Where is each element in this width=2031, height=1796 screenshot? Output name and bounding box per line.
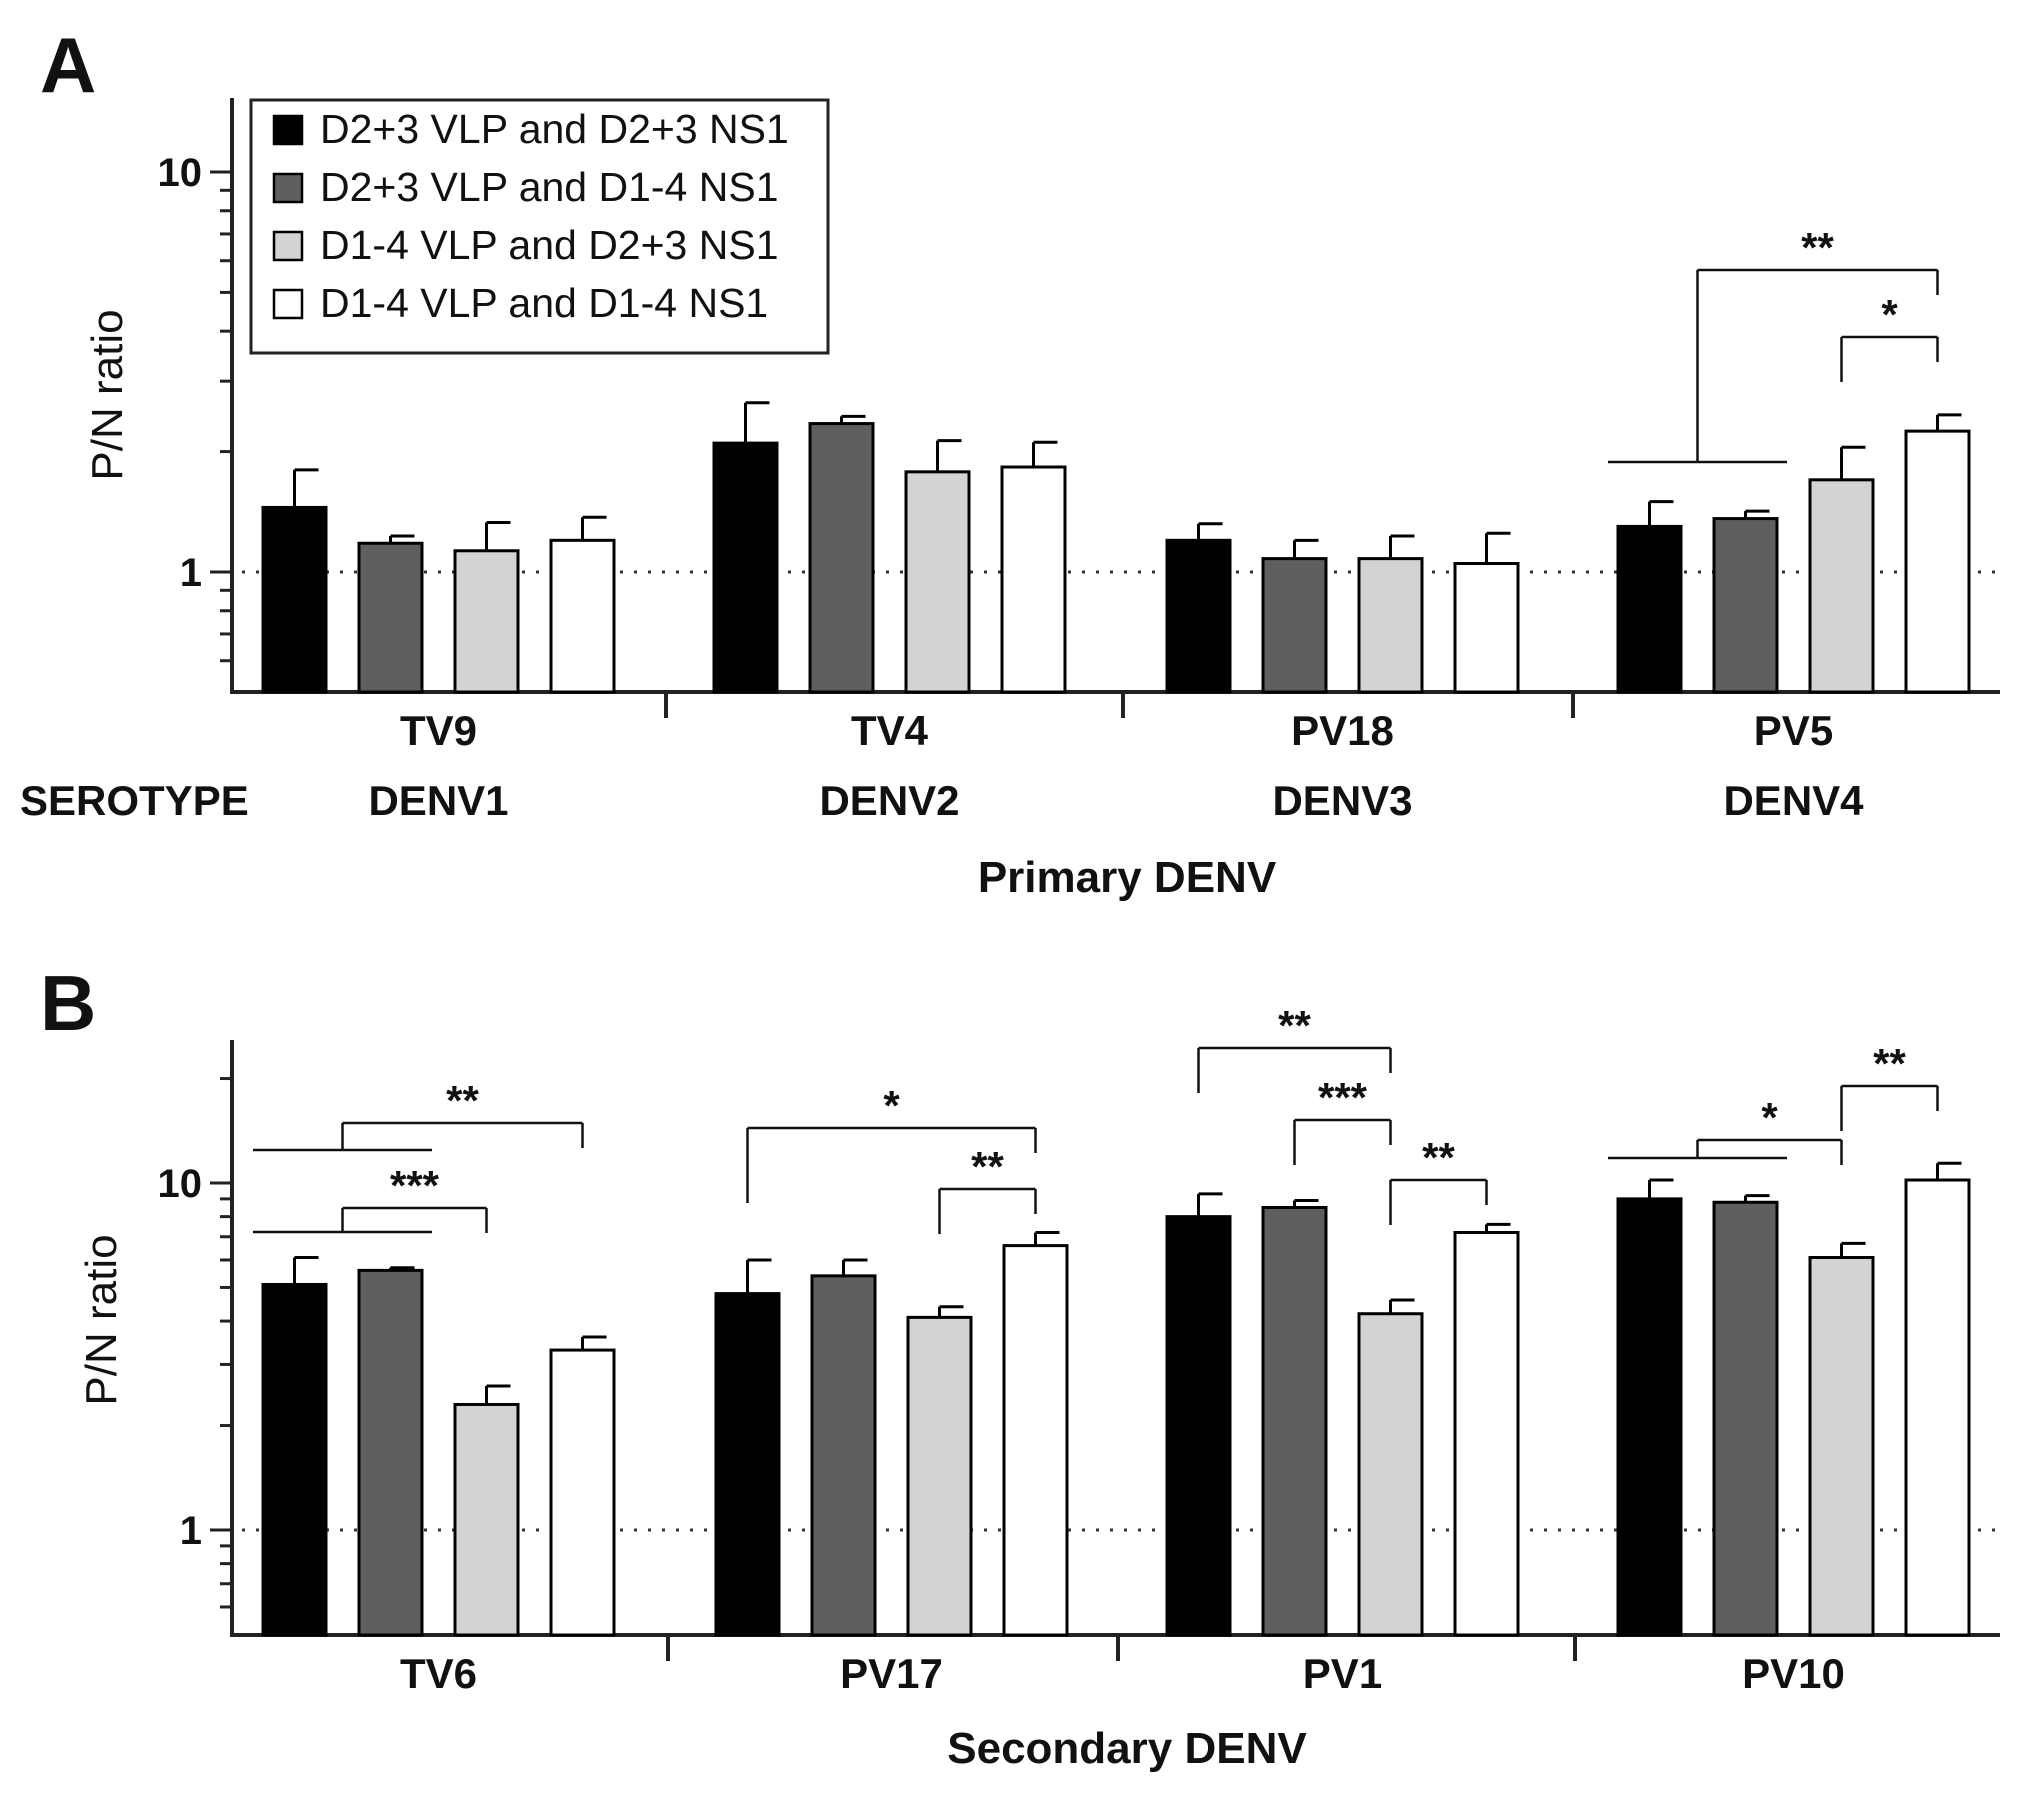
- significance-label: **: [1278, 1002, 1311, 1049]
- bar: [1357, 1312, 1424, 1637]
- bar: [1165, 1215, 1232, 1637]
- significance-label: **: [446, 1077, 479, 1124]
- bar: [1000, 465, 1067, 694]
- significance-label: *: [1761, 1094, 1778, 1141]
- legend-label: D2+3 VLP and D2+3 NS1: [320, 106, 789, 152]
- bar: [1357, 557, 1424, 694]
- bar: [1712, 517, 1779, 694]
- legend-swatch: [272, 288, 304, 320]
- panel-b: B 10 1 P/N ratio TV6 PV17 PV1 PV10 Secondary DEN…: [40, 959, 2000, 1773]
- bar: [1616, 1197, 1683, 1637]
- bar: [1904, 429, 1971, 694]
- x-axis-label: Primary DENV: [978, 853, 1277, 902]
- bar: [261, 505, 328, 694]
- bar: [1904, 1178, 1971, 1637]
- significance-label: **: [1801, 224, 1834, 271]
- bar: [714, 1292, 781, 1637]
- bar: [808, 422, 875, 694]
- x-category-label: PV1: [1303, 1650, 1382, 1697]
- legend: D2+3 VLP and D2+3 NS1 D2+3 VLP and D1-4 N…: [249, 98, 830, 355]
- panel-letter: B: [40, 959, 96, 1047]
- bar: [906, 1315, 973, 1637]
- x-category-label: PV5: [1754, 707, 1833, 754]
- bar: [1712, 1200, 1779, 1637]
- bar: [453, 549, 520, 694]
- x-category-label: PV17: [840, 1650, 943, 1697]
- significance-label: **: [1422, 1134, 1455, 1181]
- legend-label: D1-4 VLP and D2+3 NS1: [320, 222, 779, 268]
- bar: [549, 538, 616, 694]
- panel-a: A 10 1 P/N ratio TV9 DENV1 TV4 DENV2 PV18 DENV3 PV…: [20, 21, 2000, 902]
- x-axis-label: Secondary DENV: [947, 1724, 1307, 1773]
- bar: [453, 1402, 520, 1637]
- legend-label: D1-4 VLP and D1-4 NS1: [320, 280, 768, 326]
- bar: [1261, 1205, 1328, 1637]
- serotype-row-label: SEROTYPE: [20, 777, 249, 824]
- legend-label: D2+3 VLP and D1-4 NS1: [320, 164, 779, 210]
- panel-letter: A: [40, 21, 96, 109]
- bar: [1808, 478, 1875, 694]
- legend-box: [249, 98, 830, 355]
- legend-swatch: [272, 172, 304, 204]
- significance-label: ***: [1318, 1074, 1368, 1121]
- significance-label: ***: [390, 1162, 440, 1209]
- bar: [1453, 562, 1520, 694]
- x-category-label: TV4: [851, 707, 929, 754]
- y-axis-label: P/N ratio: [77, 1234, 126, 1405]
- y-axis-label: P/N ratio: [83, 309, 132, 480]
- bar: [904, 470, 971, 694]
- serotype-label: DENV2: [819, 777, 959, 824]
- bar: [357, 541, 424, 694]
- significance-label: **: [1873, 1040, 1906, 1087]
- bar: [357, 1268, 424, 1637]
- x-category-label: PV10: [1742, 1650, 1845, 1697]
- x-category-label: TV9: [400, 707, 477, 754]
- serotype-label: DENV1: [368, 777, 508, 824]
- serotype-label: DENV3: [1272, 777, 1412, 824]
- bar: [1002, 1244, 1069, 1637]
- bar: [810, 1274, 877, 1637]
- bar: [261, 1282, 328, 1637]
- x-category-label: PV18: [1291, 707, 1394, 754]
- bar: [1165, 538, 1232, 694]
- y-tick-label: 1: [180, 1509, 202, 1553]
- y-tick-label: 10: [158, 1162, 203, 1206]
- bar: [1616, 524, 1683, 694]
- significance-label: *: [1881, 291, 1898, 338]
- serotype-label: DENV4: [1723, 777, 1864, 824]
- y-tick-label: 10: [158, 151, 203, 195]
- bar: [1261, 557, 1328, 694]
- x-category-label: TV6: [400, 1650, 477, 1697]
- y-tick-label: 1: [180, 551, 202, 595]
- significance-label: *: [883, 1082, 900, 1129]
- legend-swatch: [272, 230, 304, 262]
- bar: [1453, 1231, 1520, 1637]
- significance-label: **: [971, 1143, 1004, 1190]
- bar: [1808, 1255, 1875, 1637]
- bar: [712, 441, 779, 694]
- legend-swatch: [272, 114, 304, 146]
- bar: [549, 1348, 616, 1637]
